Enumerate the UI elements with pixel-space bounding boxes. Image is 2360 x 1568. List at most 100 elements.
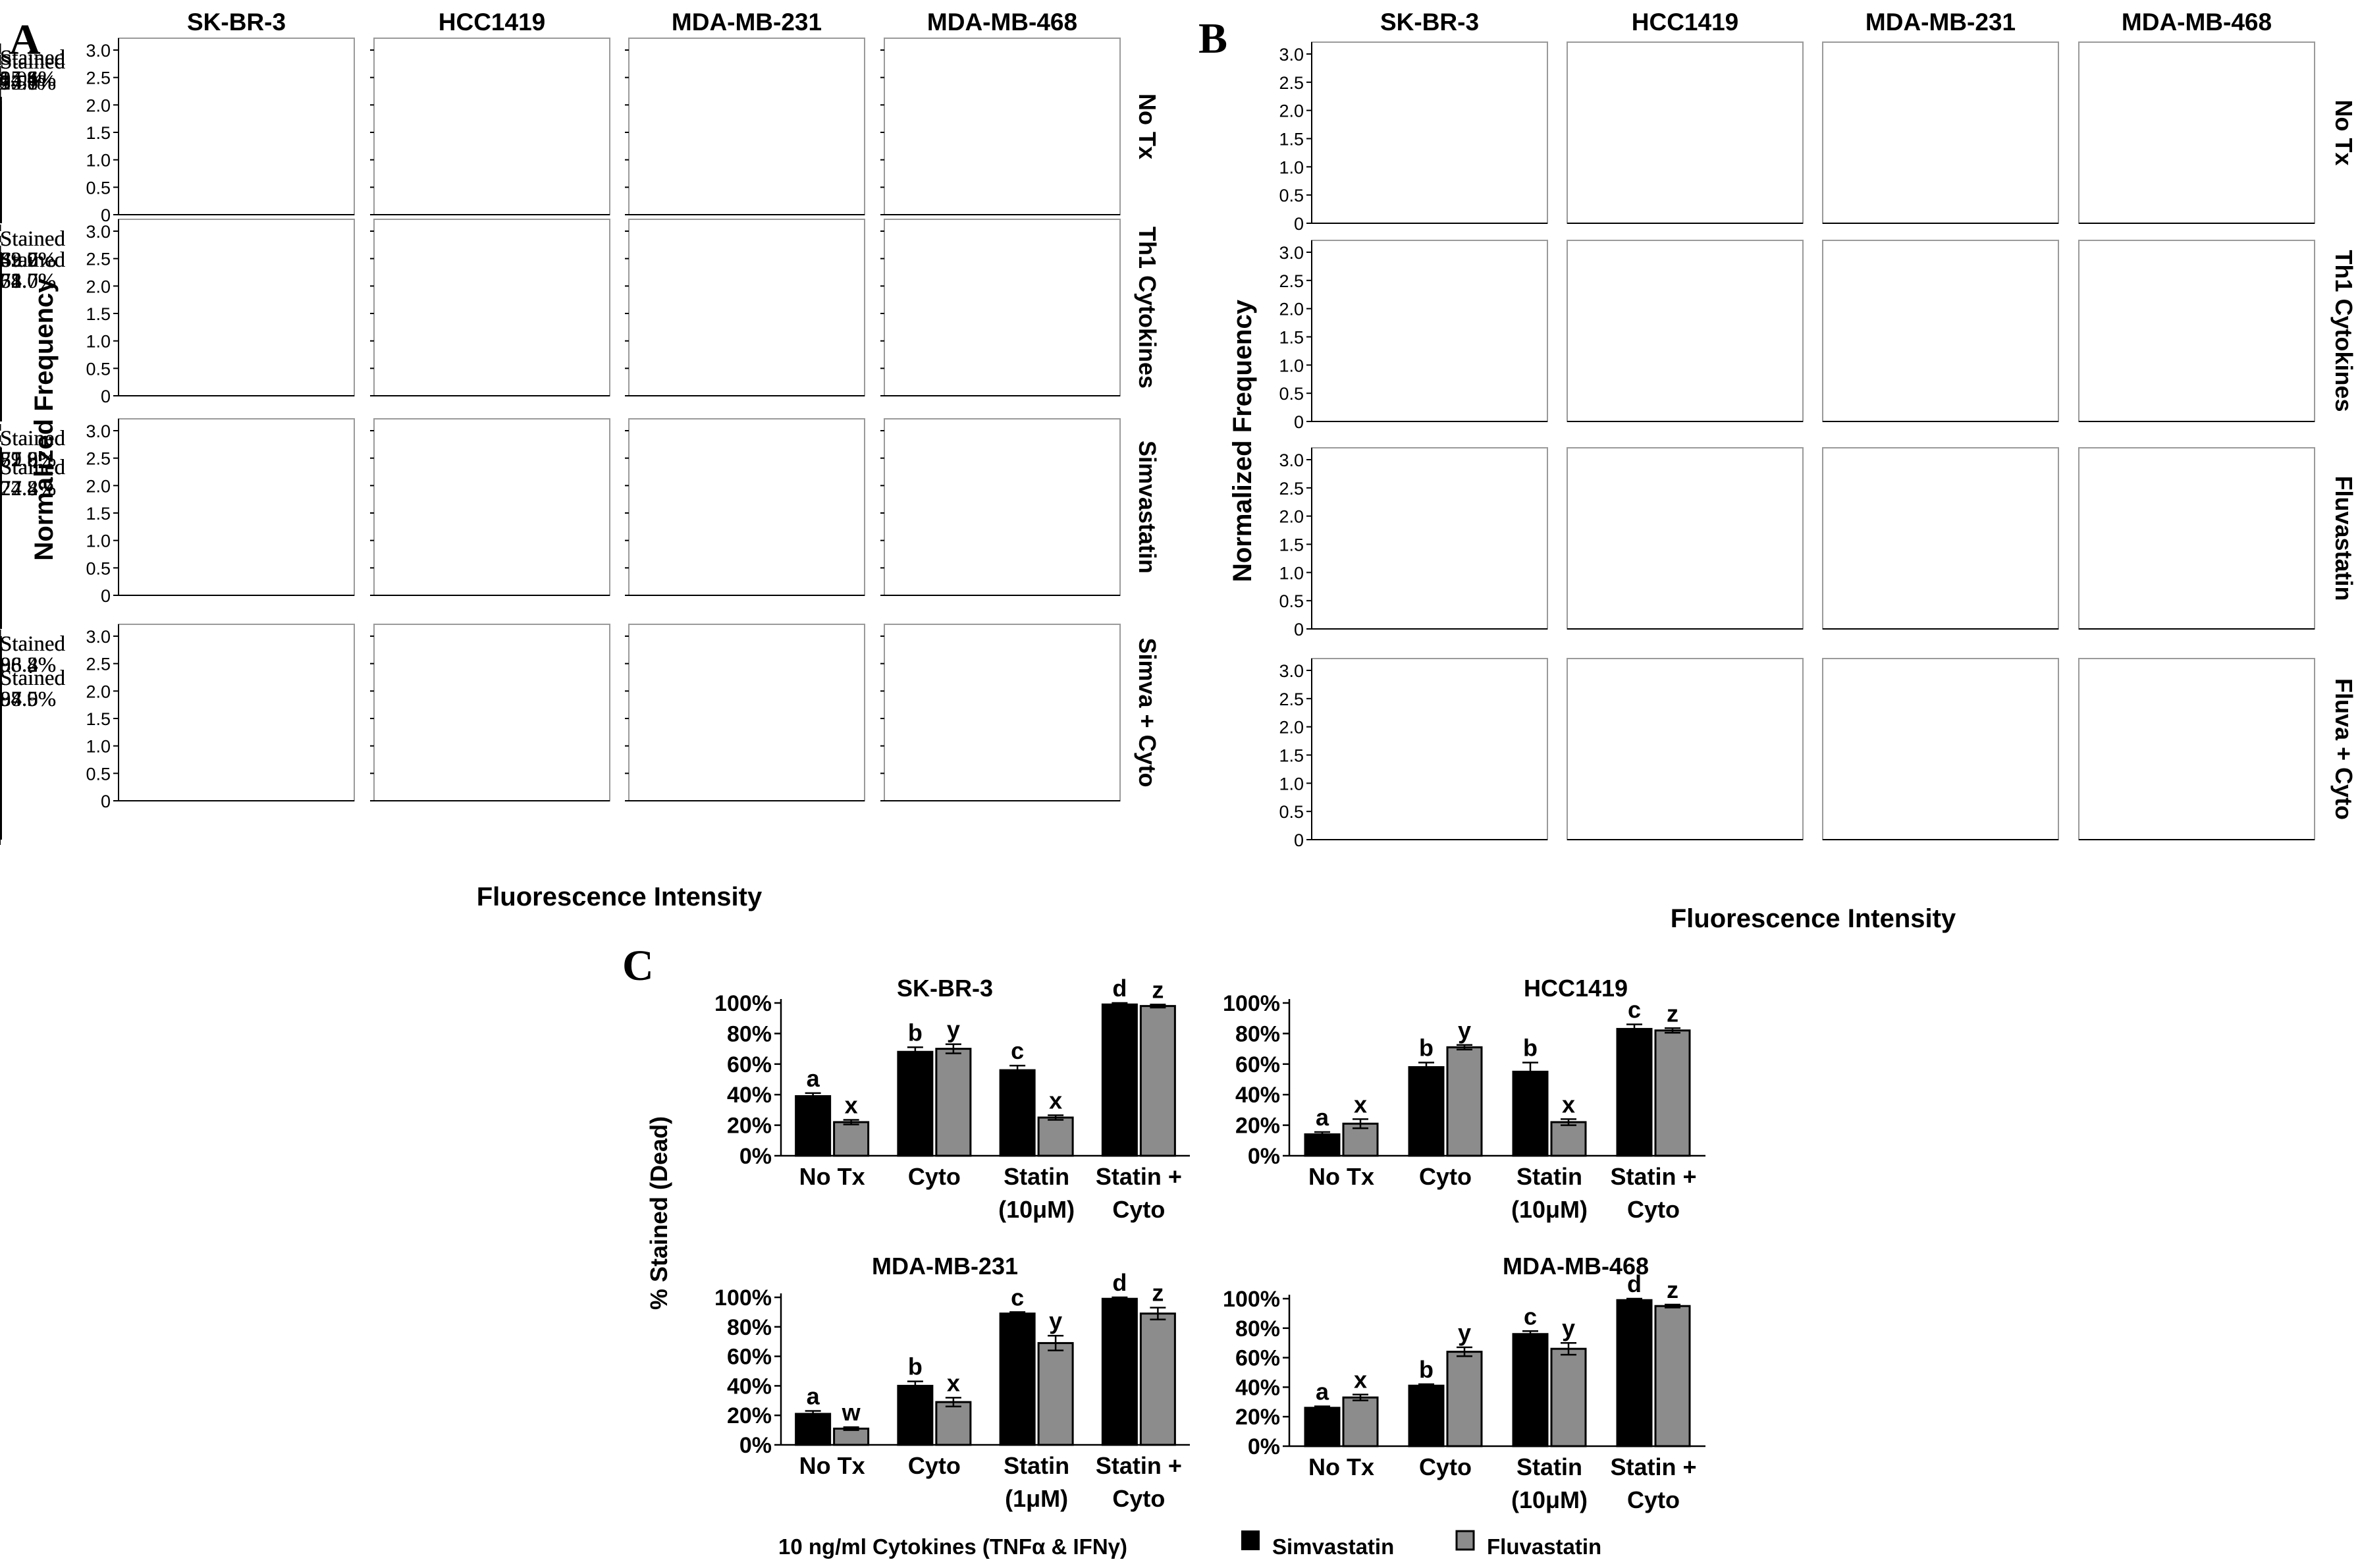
plot-frame	[628, 219, 865, 396]
stained-label: Stained	[0, 50, 65, 74]
y-tick-label: 1.5	[86, 709, 111, 729]
y-tick-label: 1.5	[1279, 535, 1304, 555]
y-tick-label: 1.0	[86, 151, 111, 171]
stained-percent: 98.3%	[0, 653, 56, 677]
y-tick-label: 2.0	[86, 682, 111, 701]
plot-frame	[2078, 41, 2315, 224]
y-tick-label: 0.5	[86, 359, 111, 379]
y-tick-label: 2.0	[86, 95, 111, 115]
y-tick-label: 2.5	[1279, 479, 1304, 499]
plot-frame	[884, 624, 1121, 801]
y-tick-label: 1.5	[1279, 130, 1304, 149]
plot-frame	[373, 418, 610, 596]
stained-percent: 64.7%	[0, 269, 56, 293]
plot-frame	[1567, 447, 1804, 630]
y-tick-label: 2.0	[1279, 718, 1304, 738]
stained-percent: 17.6%	[0, 71, 56, 95]
plot-frame	[884, 418, 1121, 596]
stained-label: Stained	[0, 227, 65, 251]
plot-frame	[373, 38, 610, 215]
plot-frame	[1822, 447, 2059, 630]
column-header-sk-br-3: SK-BR-3	[187, 9, 286, 36]
plot-frame	[1311, 447, 1548, 630]
y-tick-label: 1.0	[86, 737, 111, 757]
y-tick-label: 1.5	[1279, 746, 1304, 766]
column-header-hcc1419: HCC1419	[439, 9, 545, 36]
y-tick-label: 2.0	[1279, 507, 1304, 527]
row-label-simvastatin: Simvastatin	[1134, 441, 1161, 574]
y-tick-label: 3.0	[86, 627, 111, 647]
stained-percent: 22.4%	[0, 477, 56, 500]
plot-frame	[628, 38, 865, 215]
plot-frame	[373, 624, 610, 801]
stained-label: Stained	[0, 456, 65, 479]
plot-frame	[1822, 41, 2059, 224]
y-tick-label: 1.0	[1279, 774, 1304, 794]
y-tick-label: 0	[101, 792, 111, 811]
row-label-fluva-cyto: Fluva + Cyto	[2330, 678, 2357, 820]
stained-label: Stained	[0, 46, 65, 70]
x-axis-label: Fluorescence Intensity	[1671, 904, 1956, 933]
column-header-mda-mb-231: MDA-MB-231	[672, 9, 822, 36]
stained-label: Stained	[0, 632, 65, 656]
stained-label: Stained	[0, 50, 65, 74]
row-label-no-tx: No Tx	[1134, 94, 1161, 159]
y-tick-label: 1.0	[1279, 157, 1304, 177]
y-tick-label: 0.5	[1279, 186, 1304, 205]
row-label-simva-cyto: Simva + Cyto	[1134, 637, 1161, 787]
y-tick-label: 2.5	[1279, 689, 1304, 709]
stained-label: Stained	[0, 46, 65, 70]
stained-label: Stained	[0, 50, 65, 74]
y-axis-label: Normalized Frequency	[30, 278, 59, 561]
plot-frame	[1311, 41, 1548, 224]
histogram-bar	[0, 300, 2, 421]
plot-frame	[1567, 658, 1804, 840]
stained-percent: 32.7%	[0, 269, 56, 293]
y-tick-label: 0.5	[1279, 591, 1304, 611]
y-tick-label: 0	[1294, 830, 1304, 850]
y-tick-label: 1.0	[1279, 563, 1304, 583]
y-tick-label: 1.5	[86, 304, 111, 324]
y-tick-label: 0.5	[86, 558, 111, 578]
stained-label: Stained	[0, 50, 65, 74]
stained-percent: 9.5%	[0, 71, 45, 95]
stained-label: Stained	[0, 666, 65, 690]
row-label-th1-cytokines: Th1 Cytokines	[2330, 250, 2357, 412]
stained-label: Stained	[0, 666, 65, 690]
y-tick-label: 3.0	[1279, 243, 1304, 263]
plot-frame	[118, 418, 355, 596]
stained-label: Stained	[0, 456, 65, 479]
stained-percent: 98.2%	[0, 653, 56, 677]
stained-label: Stained	[0, 227, 65, 251]
stained-percent: 9.0%	[0, 67, 45, 91]
y-tick-label: 0	[1294, 214, 1304, 234]
histogram-bar	[0, 628, 2, 629]
stained-percent: 43.9%	[0, 248, 56, 272]
y-tick-label: 1.5	[1279, 328, 1304, 348]
stained-percent: 59.9%	[0, 448, 56, 472]
stained-label: Stained	[0, 227, 65, 251]
plot-frame	[628, 418, 865, 596]
y-tick-label: 0	[1294, 620, 1304, 639]
y-tick-label: 0	[1294, 412, 1304, 432]
stained-percent: 74.2%	[0, 477, 56, 500]
stained-percent: 34.1%	[0, 71, 56, 95]
stained-label: Stained	[0, 248, 65, 272]
stained-percent: 86.4%	[0, 653, 56, 677]
stained-percent: 71.0%	[0, 269, 56, 293]
stained-label: Stained	[0, 227, 65, 251]
panel-b-label: B	[1198, 14, 1227, 63]
histogram-bar	[0, 420, 2, 421]
plot-frame	[884, 38, 1121, 215]
stained-label: Stained	[0, 632, 65, 656]
